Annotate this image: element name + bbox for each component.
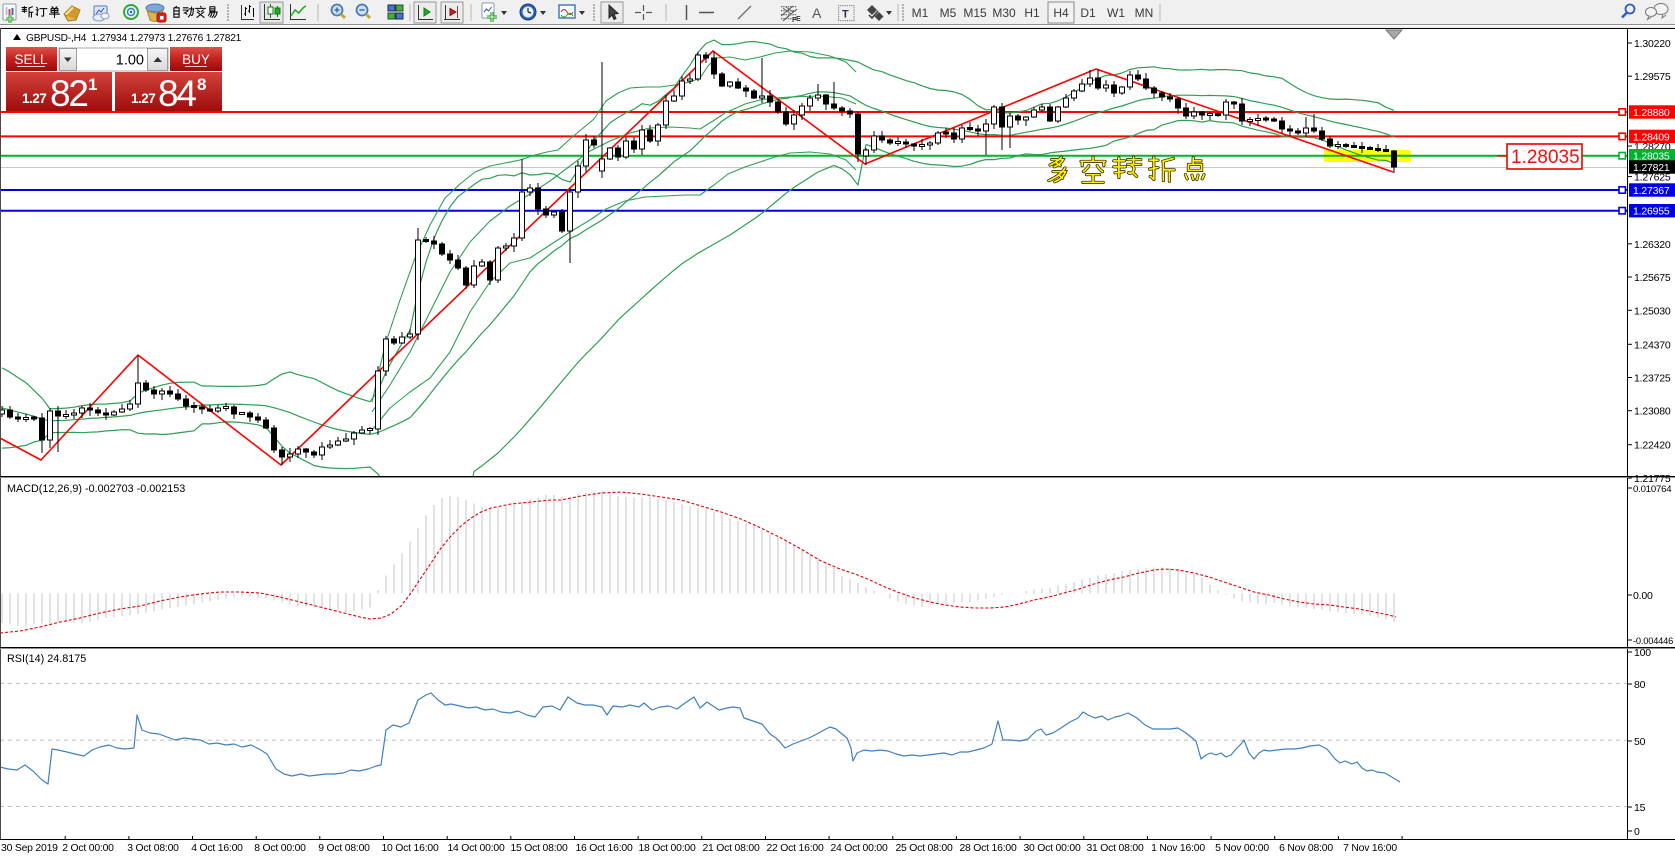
svg-text:1.24370: 1.24370 <box>1634 339 1671 351</box>
svg-text:0.00: 0.00 <box>1633 590 1653 602</box>
svg-text:80: 80 <box>1634 679 1646 691</box>
svg-text:W1: W1 <box>1107 6 1125 20</box>
svg-text:1.23725: 1.23725 <box>1634 373 1671 385</box>
svg-text:1.27: 1.27 <box>22 91 46 106</box>
svg-text:30 Sep 2019: 30 Sep 2019 <box>1 843 58 854</box>
svg-text:8: 8 <box>197 75 206 94</box>
svg-text:1.27821: 1.27821 <box>1633 162 1670 174</box>
svg-text:E: E <box>796 16 801 23</box>
svg-text:MN: MN <box>1135 6 1154 20</box>
svg-text:0.010764: 0.010764 <box>1633 484 1672 495</box>
svg-text:M30: M30 <box>992 6 1016 20</box>
svg-text:M15: M15 <box>963 6 987 20</box>
svg-text:1.22420: 1.22420 <box>1634 440 1671 452</box>
svg-text:31 Oct 08:00: 31 Oct 08:00 <box>1086 843 1144 854</box>
svg-text:1 Nov 16:00: 1 Nov 16:00 <box>1151 843 1205 854</box>
svg-text:1.27: 1.27 <box>131 91 155 106</box>
svg-text:1.27625: 1.27625 <box>1634 172 1671 184</box>
svg-text:H1: H1 <box>1024 6 1040 20</box>
svg-text:21 Oct 08:00: 21 Oct 08:00 <box>702 843 760 854</box>
svg-text:50: 50 <box>1634 736 1646 748</box>
svg-text:8 Oct 00:00: 8 Oct 00:00 <box>254 843 306 854</box>
svg-text:3 Oct 08:00: 3 Oct 08:00 <box>127 843 179 854</box>
svg-text:RSI(14) 24.8175: RSI(14) 24.8175 <box>7 653 86 665</box>
svg-text:1.28880: 1.28880 <box>1633 107 1670 119</box>
svg-text:5 Nov 00:00: 5 Nov 00:00 <box>1215 843 1269 854</box>
svg-text:1.26320: 1.26320 <box>1634 239 1671 251</box>
svg-text:6 Nov 08:00: 6 Nov 08:00 <box>1279 843 1333 854</box>
svg-text:16 Oct 16:00: 16 Oct 16:00 <box>575 843 633 854</box>
svg-text:1.26955: 1.26955 <box>1633 206 1670 218</box>
svg-text:-0.004446: -0.004446 <box>1633 636 1673 646</box>
svg-text:1.21775: 1.21775 <box>1634 473 1671 485</box>
svg-text:4 Oct 16:00: 4 Oct 16:00 <box>191 843 243 854</box>
svg-text:25 Oct 08:00: 25 Oct 08:00 <box>895 843 953 854</box>
svg-text:1.28035: 1.28035 <box>1633 151 1670 163</box>
svg-text:15 Oct 08:00: 15 Oct 08:00 <box>510 843 568 854</box>
svg-text:BUY: BUY <box>182 52 210 67</box>
svg-text:28 Oct 16:00: 28 Oct 16:00 <box>959 843 1017 854</box>
svg-text:24 Oct 00:00: 24 Oct 00:00 <box>830 843 888 854</box>
svg-text:A: A <box>812 5 822 21</box>
svg-text:1.28035: 1.28035 <box>1511 147 1580 168</box>
svg-text:1.28409: 1.28409 <box>1633 131 1670 143</box>
svg-text:84: 84 <box>158 73 196 114</box>
svg-text:1.23080: 1.23080 <box>1634 406 1671 418</box>
svg-text:9 Oct 08:00: 9 Oct 08:00 <box>318 843 370 854</box>
svg-text:14 Oct 00:00: 14 Oct 00:00 <box>447 843 505 854</box>
svg-text:1.27367: 1.27367 <box>1633 185 1670 197</box>
svg-text:1.29575: 1.29575 <box>1634 71 1671 83</box>
svg-text:1.30220: 1.30220 <box>1634 38 1671 50</box>
svg-text:T: T <box>842 9 849 21</box>
svg-text:SELL: SELL <box>14 52 48 67</box>
svg-text:22 Oct 16:00: 22 Oct 16:00 <box>766 843 824 854</box>
svg-text:1.25030: 1.25030 <box>1634 305 1671 317</box>
svg-text:M1: M1 <box>912 6 929 20</box>
svg-text:30 Oct 00:00: 30 Oct 00:00 <box>1023 843 1081 854</box>
svg-text:0: 0 <box>1634 826 1640 838</box>
svg-text:100: 100 <box>1634 647 1651 659</box>
svg-text:1.25675: 1.25675 <box>1634 272 1671 284</box>
svg-text:1: 1 <box>88 75 97 94</box>
svg-text:82: 82 <box>50 73 87 114</box>
svg-text:GBPUSD-,H4 1.27934 1.27973 1.: GBPUSD-,H4 1.27934 1.27973 1.27676 1.278… <box>26 33 242 44</box>
svg-text:15: 15 <box>1634 802 1646 814</box>
svg-text:1.00: 1.00 <box>116 53 144 69</box>
svg-text:H4: H4 <box>1053 6 1069 20</box>
svg-text:D1: D1 <box>1080 6 1096 20</box>
svg-text:2 Oct 00:00: 2 Oct 00:00 <box>62 843 114 854</box>
svg-text:MACD(12,26,9) -0.002703 -0.002: MACD(12,26,9) -0.002703 -0.002153 <box>7 483 185 495</box>
svg-text:18 Oct 00:00: 18 Oct 00:00 <box>638 843 696 854</box>
svg-text:M5: M5 <box>940 6 957 20</box>
svg-text:10 Oct 16:00: 10 Oct 16:00 <box>381 843 439 854</box>
svg-text:7 Nov 16:00: 7 Nov 16:00 <box>1343 843 1397 854</box>
svg-text:F: F <box>792 17 797 24</box>
